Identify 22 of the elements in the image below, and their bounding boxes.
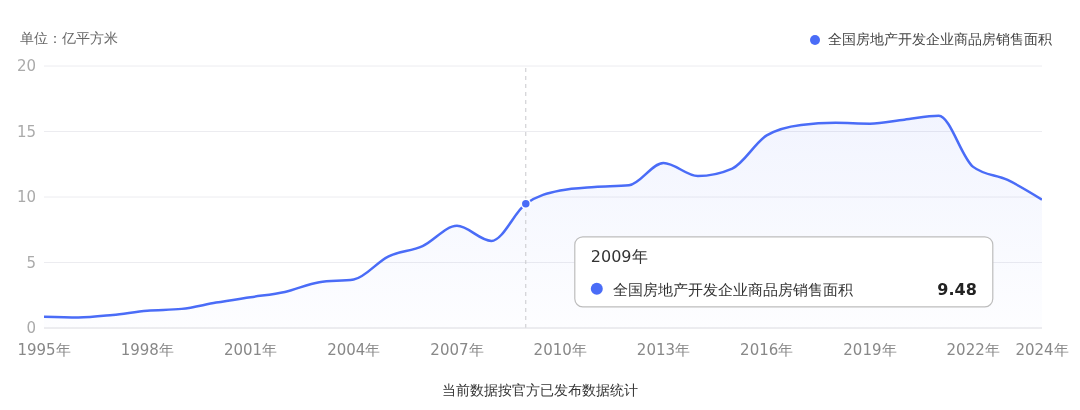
text: 当前数据按官方已发布数据统计 <box>441 382 639 400</box>
legend-label: 全国房地产开发企业商品房销售面积 <box>827 31 1052 49</box>
x-tick-label: 2007年 <box>430 340 484 359</box>
x-tick-label: 2010年 <box>533 340 587 359</box>
x-tick-label: 1995年 <box>17 340 71 359</box>
x-tick-label: 2001年 <box>223 340 278 359</box>
x-tick-label: 2013年 <box>636 340 691 359</box>
y-tick-label: 10 <box>16 188 36 207</box>
annotation: 9.48 <box>937 279 977 299</box>
annotation: 2009年 <box>590 246 648 266</box>
y-axis-title: 单位：亿平方米 <box>20 30 118 48</box>
x-tick-label: 2019年 <box>843 340 897 359</box>
y-tick-label: 5 <box>26 253 36 272</box>
x-tick-label: 2022年 <box>946 340 1000 359</box>
x-tick-label: 2016年 <box>740 340 794 359</box>
x-tick-label: 1998年 <box>120 340 174 359</box>
y-tick-label: 20 <box>16 57 36 76</box>
x-tick-label: 2024年 <box>1015 340 1069 359</box>
x-tick-label: 2004年 <box>327 340 381 359</box>
annotation: 全国房地产开发企业商品房销售面积 <box>612 280 853 299</box>
y-tick-label: 15 <box>16 122 36 141</box>
y-tick-label: 0 <box>26 319 36 338</box>
